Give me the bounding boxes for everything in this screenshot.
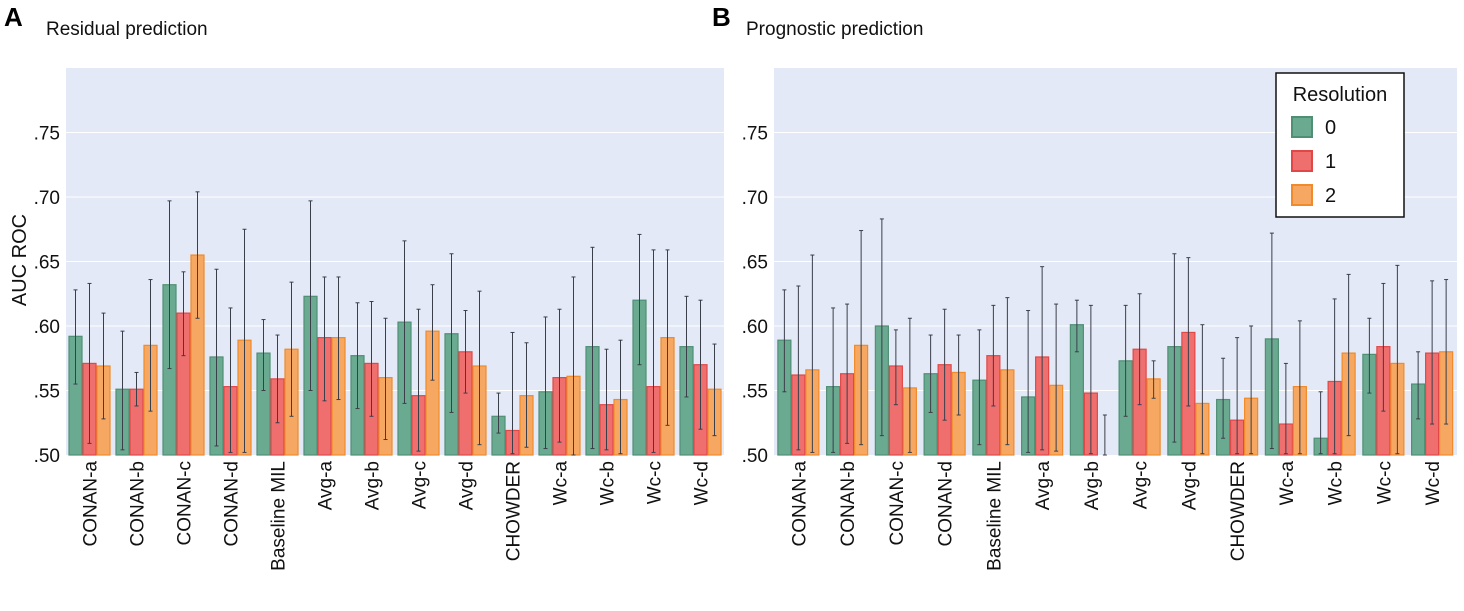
panel-b-x-tick-label: CONAN-b [838, 461, 859, 547]
panel-a-title: Residual prediction [46, 19, 208, 40]
panel-b-y-tick-label: .65 [742, 253, 768, 274]
panel-b-x-tick-label: Baseline MIL [984, 461, 1005, 571]
panel-b-letter: B [712, 2, 731, 32]
panel-b-x-tick-label: Wc-d [1423, 461, 1444, 505]
panel-b-x-tick-label: Avg-b [1082, 461, 1103, 510]
panel-b-y-tick-label: .75 [742, 124, 768, 145]
panel-b-x-tick-label: Avg-a [1033, 461, 1054, 511]
panel-a-y-tick-label: .50 [34, 446, 60, 467]
panel-b-title: Prognostic prediction [746, 19, 923, 40]
panel-a-x-tick-label: Baseline MIL [269, 461, 290, 571]
panel-a-x-tick-label: Avg-c [410, 461, 431, 509]
panel-a-x-tick-label: Wc-b [598, 461, 619, 505]
legend-label: 0 [1325, 117, 1336, 139]
legend-items: 0 1 2 [1291, 116, 1336, 207]
panel-a-x-tick-label: Avg-d [457, 461, 478, 510]
legend-swatch [1291, 184, 1313, 206]
panel-a-x-tick-label: CONAN-b [128, 461, 149, 547]
legend-title: Resolution [1293, 84, 1388, 106]
legend-label: 1 [1325, 151, 1336, 173]
panel-b-x-tick-label: CHOWDER [1228, 461, 1249, 561]
panel-a-letter: A [4, 2, 23, 32]
panel-a-y-axis-label: AUC ROC [9, 214, 31, 306]
panel-b-y-tick-label: .55 [742, 382, 768, 403]
panel-b-x-tick-label: Wc-c [1374, 461, 1395, 504]
panel-a-x-tick-label: CHOWDER [504, 461, 525, 561]
legend-label: 2 [1325, 185, 1336, 207]
panel-b-y-tick-label: .50 [742, 446, 768, 467]
panel-a-x-tick-label: Avg-a [316, 461, 337, 511]
panel-b-x-tick-label: CONAN-a [789, 461, 810, 547]
panel-a-x-tick-label: CONAN-c [175, 461, 196, 545]
panel-a-y-tick-label: .70 [34, 188, 60, 209]
panel-b-x-tick-label: Avg-d [1179, 461, 1200, 510]
panel-a-x-tick-label: CONAN-a [81, 461, 102, 547]
panel-b-x-tick-label: CONAN-c [887, 461, 908, 545]
panel-a-x-tick-label: Wc-a [551, 461, 572, 506]
panel-b-y-tick-label: .70 [742, 188, 768, 209]
panel-a-x-tick-label: Wc-c [645, 461, 666, 504]
panel-b-x-tick-label: Wc-a [1277, 461, 1298, 506]
panel-a-y-tick-label: .75 [34, 124, 60, 145]
panel-b-x-tick-label: CONAN-d [936, 461, 957, 547]
legend: Resolution 0 1 2 [1275, 72, 1405, 218]
panel-a-y-tick-label: .55 [34, 382, 60, 403]
panel-a-x-tick-label: Avg-b [363, 461, 384, 510]
legend-swatch [1291, 150, 1313, 172]
legend-swatch [1291, 116, 1313, 138]
panel-b-x-tick-label: Wc-b [1326, 461, 1347, 505]
panel-a-x-tick-label: Wc-d [692, 461, 713, 505]
panel-a-x-tick-label: CONAN-d [222, 461, 243, 547]
panel-b-y-tick-label: .60 [742, 317, 768, 338]
panel-a-y-tick-label: .60 [34, 317, 60, 338]
panel-a-plot: .50 .55 .60 .65 .70 .75 CONAN-a CONAN-b CONAN-c C… [34, 68, 724, 571]
panel-b-x-tick-label: Avg-c [1131, 461, 1152, 509]
panel-a-y-tick-label: .65 [34, 253, 60, 274]
